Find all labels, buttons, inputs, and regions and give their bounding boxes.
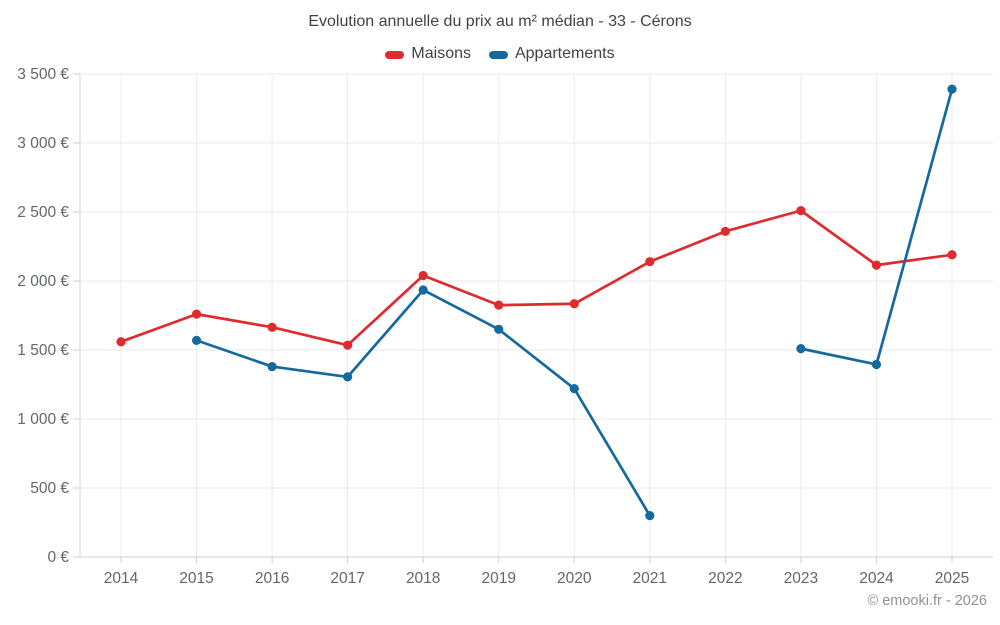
y-tick-label: 3 000 € [17, 135, 69, 152]
data-point-maisons-2014 [116, 337, 126, 347]
legend-label-maisons: Maisons [411, 45, 471, 62]
legend-swatch-appartements-icon [488, 51, 508, 59]
x-tick-label: 2021 [633, 570, 667, 587]
data-point-appartements-2015 [191, 335, 202, 345]
x-tick-label: 2023 [784, 570, 818, 587]
data-point-appartements-2023 [796, 344, 806, 354]
data-point-appartements-2024 [871, 359, 882, 370]
data-point-appartements-2018 [418, 285, 428, 295]
x-tick-label: 2014 [104, 570, 139, 587]
series-line-maisons [119, 209, 954, 347]
data-point-maisons-2020 [569, 299, 579, 309]
data-point-appartements-2017 [343, 372, 353, 382]
data-point-appartements-2025 [947, 84, 957, 94]
data-point-maisons-2016 [267, 322, 277, 332]
data-point-maisons-2025 [947, 250, 957, 260]
data-point-maisons-2022 [720, 226, 730, 236]
legend-label-appartements: Appartements [514, 45, 615, 62]
data-point-appartements-2019 [494, 324, 504, 334]
y-tick-label: 3 500 € [17, 66, 69, 83]
data-point-maisons-2024 [871, 260, 882, 270]
data-point-maisons-2015 [191, 309, 202, 319]
x-tick-label: 2017 [330, 570, 364, 587]
y-tick-label: 0 € [47, 549, 69, 566]
x-tick-label: 2015 [179, 570, 213, 587]
x-tick-label: 2018 [406, 570, 440, 587]
copyright-text: © emooki.fr - 2026 [867, 593, 987, 609]
x-tick-label: 2025 [935, 570, 969, 587]
y-tick-label: 1 500 € [17, 342, 69, 359]
chart-title: Evolution annuelle du prix au m² médian … [308, 13, 692, 30]
data-point-appartements-2016 [267, 361, 277, 372]
x-tick-label: 2016 [255, 570, 289, 587]
data-point-maisons-2023 [796, 206, 806, 216]
data-point-maisons-2017 [343, 340, 353, 350]
legend-item-appartements[interactable]: Appartements [488, 45, 615, 63]
x-tick-label: 2022 [708, 570, 742, 587]
x-tick-label: 2024 [859, 570, 894, 587]
y-tick-label: 500 € [30, 480, 69, 497]
y-tick-label: 2 500 € [17, 204, 69, 221]
data-point-maisons-2019 [494, 300, 504, 310]
x-tick-label: 2019 [481, 570, 515, 587]
data-point-maisons-2021 [645, 257, 655, 267]
data-point-appartements-2021 [645, 510, 655, 521]
data-point-maisons-2018 [418, 270, 428, 281]
x-tick-label: 2020 [557, 570, 592, 587]
chart-legend: Maisons Appartements [0, 45, 1000, 63]
legend-item-maisons[interactable]: Maisons [385, 45, 471, 63]
data-point-appartements-2020 [569, 384, 579, 394]
y-tick-label: 1 000 € [17, 411, 69, 428]
y-tick-label: 2 000 € [17, 273, 69, 290]
legend-swatch-maisons-icon [385, 51, 405, 59]
